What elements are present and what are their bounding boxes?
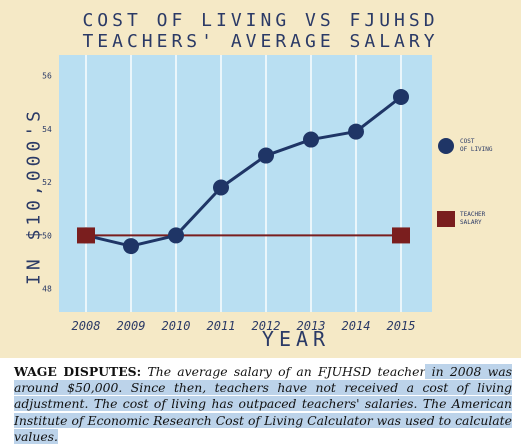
x-tick-label: 2013 — [297, 319, 326, 333]
cost-of-living-point — [258, 147, 274, 164]
x-tick-label: 2012 — [252, 319, 281, 333]
x-tick-label: 2011 — [207, 319, 236, 333]
cost-of-living-point — [168, 227, 184, 244]
chart-svg: 48 50 52 54 56 2008 2009 2010 2011 2012 2013 2014 2… — [42, 55, 455, 333]
y-tick-label: 50 — [42, 231, 52, 240]
plot-area — [59, 55, 432, 312]
cost-of-living-point — [393, 88, 409, 105]
legend-marker-teacher-salary — [437, 211, 455, 227]
cost-of-living-point — [303, 131, 319, 148]
legend-label-teacher-salary: TEACHER SALARY — [460, 211, 486, 226]
chart-figure: 48 50 52 54 56 2008 2009 2010 2011 2012 2013 2014 2… — [0, 0, 521, 358]
legend-marker-cost-of-living — [438, 138, 454, 154]
x-axis-label: YEAR — [261, 327, 331, 351]
cost-of-living-point — [213, 179, 229, 196]
y-axis-label: IN $10,000'S — [23, 106, 45, 286]
teacher-salary-point — [392, 227, 410, 244]
chart-title-line-1: COST OF LIVING VS FJUHSD — [82, 10, 439, 31]
caption-lead: WAGE DISPUTES: — [14, 364, 142, 379]
cost-of-living-point — [348, 123, 364, 140]
x-tick-label: 2014 — [342, 319, 371, 333]
x-tick-label: 2015 — [387, 319, 416, 333]
figure-caption: WAGE DISPUTES: The average salary of an … — [14, 364, 513, 445]
caption-plain-text: The average salary of an FJUHSD teacher — [141, 364, 426, 379]
x-tick-label: 2008 — [72, 319, 101, 333]
x-tick-label: 2010 — [162, 319, 191, 333]
teacher-salary-point — [77, 227, 95, 244]
y-tick-label: 48 — [42, 285, 52, 294]
x-tick-label: 2009 — [117, 319, 146, 333]
cost-of-living-point — [123, 238, 139, 255]
y-tick-label: 56 — [42, 72, 52, 81]
chart-title-line-2: TEACHERS' AVERAGE SALARY — [82, 31, 439, 52]
legend-label-cost-of-living: COST OF LIVING — [460, 138, 493, 153]
y-tick-label: 54 — [42, 125, 52, 134]
y-tick-label: 52 — [42, 178, 52, 187]
